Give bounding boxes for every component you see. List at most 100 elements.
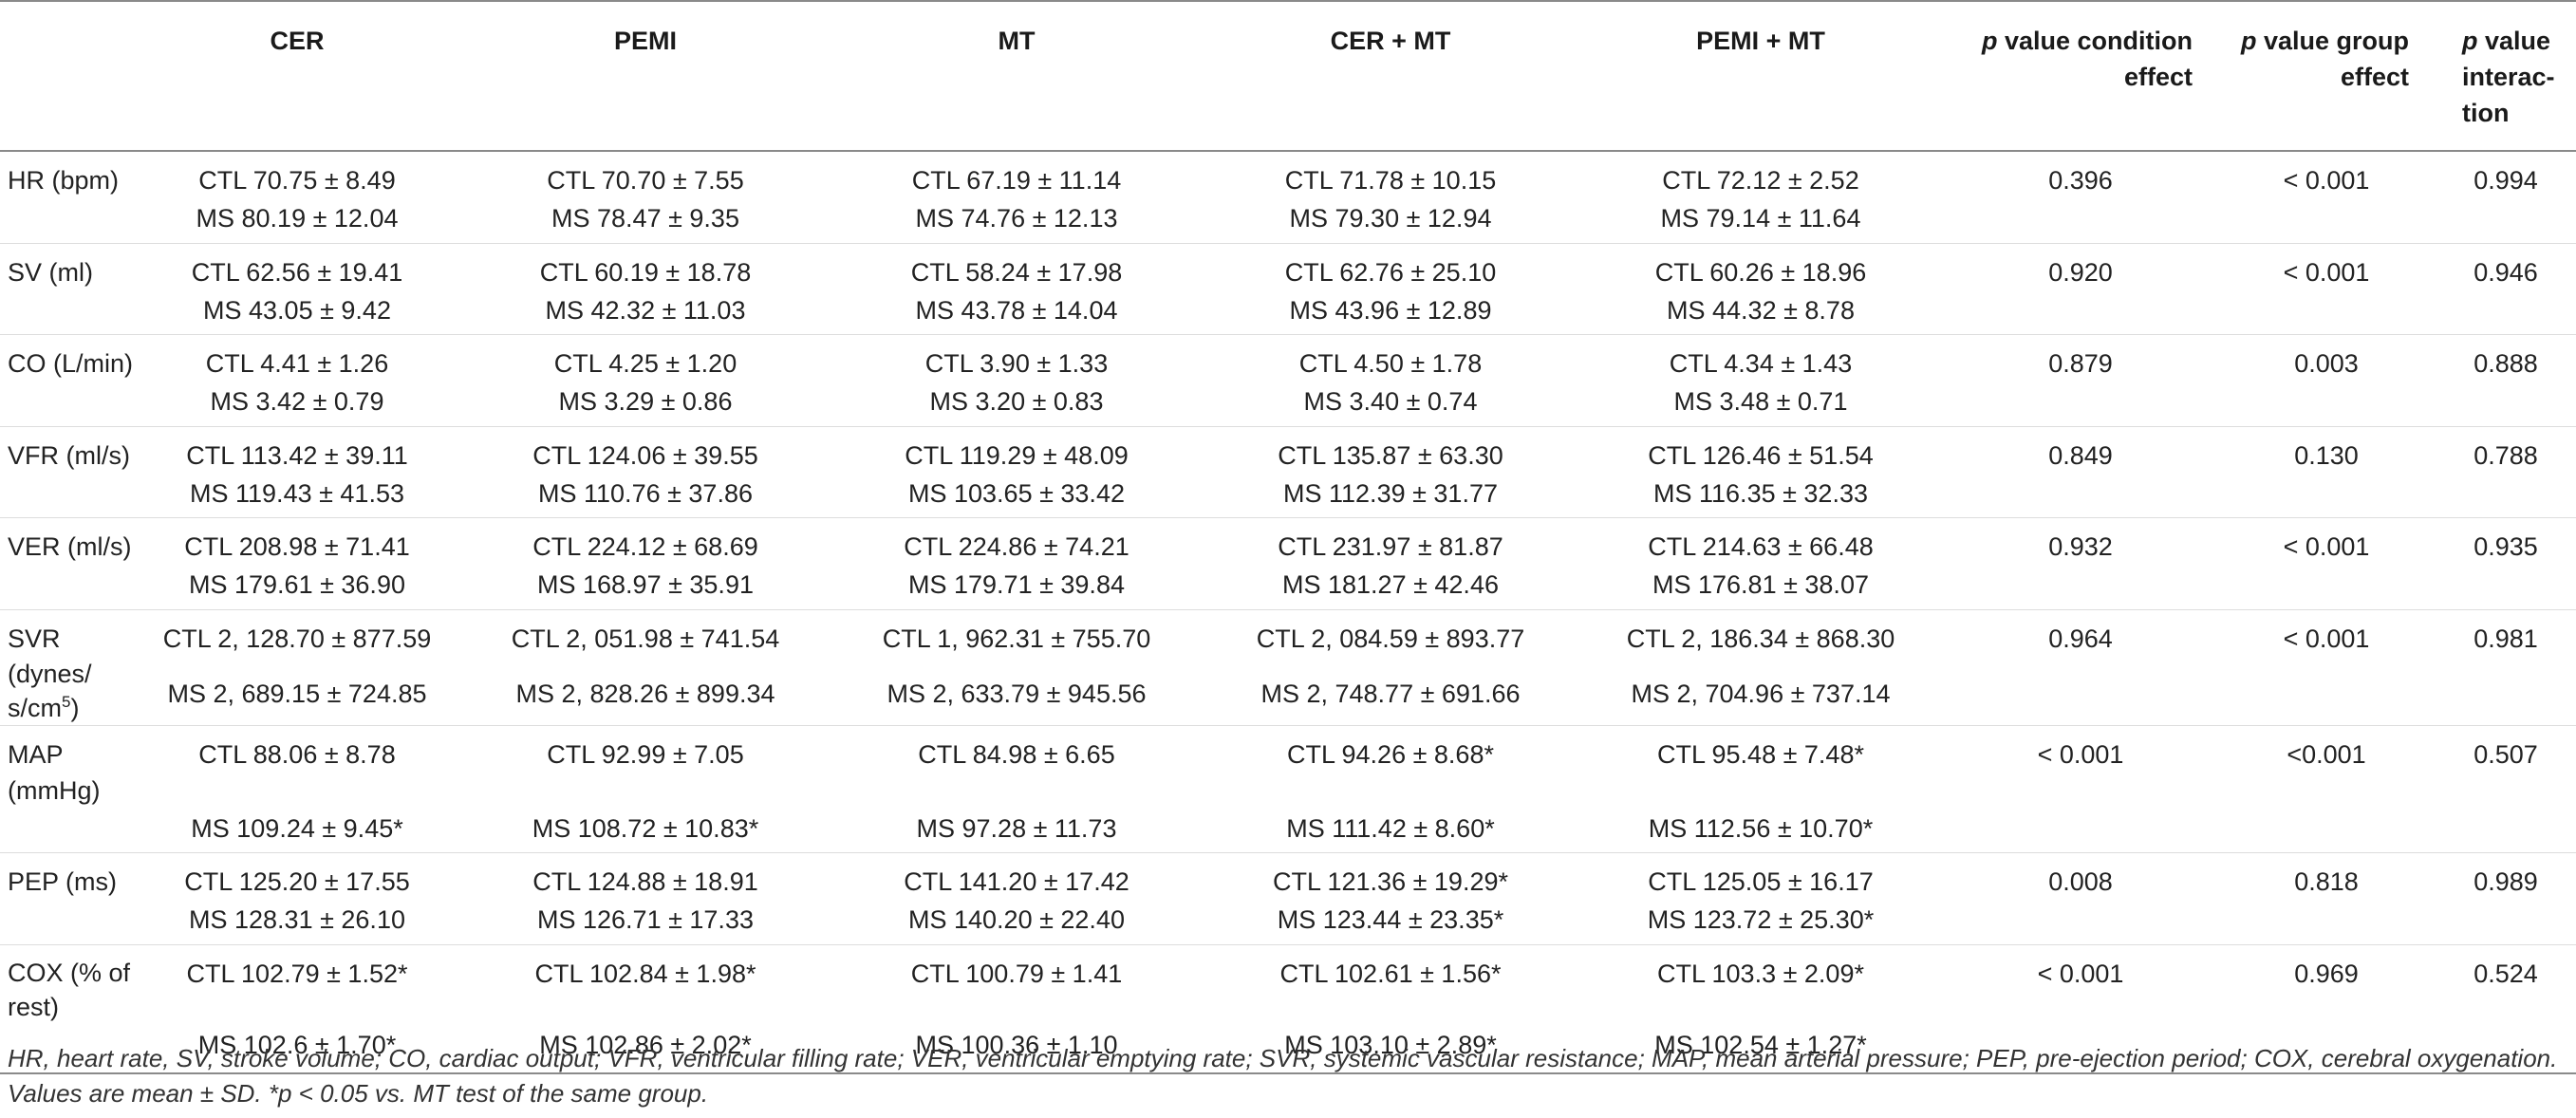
cell-ctl: CTL 2, 128.70 ± 877.59 bbox=[133, 608, 461, 657]
header-p-condition: p value condition effect bbox=[1981, 27, 2193, 91]
cell-ms: MS 108.72 ± 10.83* bbox=[532, 813, 759, 843]
cell-ctl: CTL 67.19 ± 11.14 bbox=[911, 166, 1122, 195]
cell-ms: MS 179.61 ± 36.90 bbox=[189, 570, 405, 599]
cell-ctl: CTL 1, 962.31 ± 755.70 bbox=[830, 608, 1204, 657]
cell-ms: MS 80.19 ± 12.04 bbox=[196, 204, 399, 233]
cell-ctl: CTL 84.98 ± 6.65 bbox=[830, 724, 1204, 809]
row-label: MAP (mmHg) bbox=[0, 724, 133, 809]
row-label: VER (ml/s) bbox=[0, 517, 133, 565]
header-p-group: p value group effect bbox=[2240, 27, 2409, 91]
cell-ctl: CTL 125.20 ± 17.55 bbox=[133, 852, 461, 900]
cell-p-interaction: 0.989 bbox=[2436, 852, 2576, 900]
row-label: VFR (ml/s) bbox=[0, 425, 133, 474]
cell-ctl: CTL 119.29 ± 48.09 bbox=[830, 425, 1204, 474]
cell-ms: MS 116.35 ± 32.33 bbox=[1653, 478, 1868, 508]
table-row: VER (ml/s) CTL 208.98 ± 71.41 CTL 224.12… bbox=[0, 517, 2576, 565]
cell-ms: MS 2, 689.15 ± 724.85 bbox=[167, 679, 427, 708]
header-pemi-mt: PEMI + MT bbox=[1696, 27, 1825, 55]
cell-ms: MS 103.10 ± 2.89* bbox=[1204, 1025, 1577, 1074]
cell-ms: MS 3.20 ± 0.83 bbox=[929, 387, 1104, 416]
row-label-continued: (dynes/s/cm5) bbox=[8, 659, 92, 722]
cell-ms: MS 110.76 ± 37.86 bbox=[538, 478, 753, 508]
cell-p-interaction: 0.981 bbox=[2436, 608, 2576, 657]
cell-ctl: CTL 208.98 ± 71.41 bbox=[133, 517, 461, 565]
cell-ms: MS 74.76 ± 12.13 bbox=[915, 204, 1118, 233]
cell-ctl: CTL 121.36 ± 19.29* bbox=[1204, 852, 1577, 900]
cell-p-group: 0.818 bbox=[2217, 852, 2436, 900]
cell-ctl: CTL 224.86 ± 74.21 bbox=[830, 517, 1204, 565]
cell-ctl: CTL 124.88 ± 18.91 bbox=[461, 852, 830, 900]
cell-ms: MS 3.29 ± 0.86 bbox=[558, 387, 733, 416]
table-row: CO (L/min) CTL 4.41 ± 1.26 CTL 4.25 ± 1.… bbox=[0, 334, 2576, 382]
cell-ctl: CTL 58.24 ± 17.98 bbox=[830, 242, 1204, 290]
table-row: MS 80.19 ± 12.04 MS 78.47 ± 9.35 MS 74.7… bbox=[0, 198, 2576, 243]
header-mt: MT bbox=[998, 27, 1036, 55]
cell-ms: MS 2, 633.79 ± 945.56 bbox=[887, 679, 1147, 708]
cell-ctl: CTL 4.50 ± 1.78 bbox=[1204, 334, 1577, 382]
table-row: (dynes/s/cm5) MS 2, 689.15 ± 724.85 MS 2… bbox=[0, 657, 2576, 726]
cell-ms: MS 181.27 ± 42.46 bbox=[1282, 570, 1499, 599]
cell-ms: MS 3.42 ± 0.79 bbox=[210, 387, 384, 416]
cell-ctl: CTL 88.06 ± 8.78 bbox=[133, 724, 461, 809]
cell-ctl: CTL 224.12 ± 68.69 bbox=[461, 517, 830, 565]
cell-ms: MS 140.20 ± 22.40 bbox=[908, 905, 1125, 934]
cell-ms: MS 100.36 ± 1.10 bbox=[830, 1025, 1204, 1074]
cell-ms: MS 43.78 ± 14.04 bbox=[915, 295, 1118, 325]
cell-ctl: CTL 2, 051.98 ± 741.54 bbox=[461, 608, 830, 657]
cell-ms: MS 126.71 ± 17.33 bbox=[537, 905, 754, 934]
cell-ctl: CTL 141.20 ± 17.42 bbox=[830, 852, 1204, 900]
cell-ctl: CTL 94.26 ± 8.68* bbox=[1204, 724, 1577, 809]
row-label: SVR bbox=[0, 608, 133, 657]
cell-ms: MS 44.32 ± 8.78 bbox=[1667, 295, 1855, 325]
cell-p-group: < 0.001 bbox=[2217, 608, 2436, 657]
table-row: MS 102.6 ± 1.70* MS 102.86 ± 2.02* MS 10… bbox=[0, 1025, 2576, 1074]
cell-p-interaction: 0.507 bbox=[2436, 724, 2576, 809]
table-row: SVR CTL 2, 128.70 ± 877.59 CTL 2, 051.98… bbox=[0, 608, 2576, 657]
cell-ms: MS 179.71 ± 39.84 bbox=[908, 570, 1125, 599]
table-row: MS 179.61 ± 36.90 MS 168.97 ± 35.91 MS 1… bbox=[0, 565, 2576, 609]
cell-ms: MS 112.56 ± 10.70* bbox=[1648, 813, 1874, 843]
cell-p-group: < 0.001 bbox=[2283, 166, 2370, 195]
cell-p-group: 0.130 bbox=[2217, 425, 2436, 474]
row-label: COX (% of rest) bbox=[0, 943, 133, 1025]
cell-p-condition: 0.932 bbox=[1944, 517, 2217, 565]
cell-ctl: CTL 102.84 ± 1.98* bbox=[461, 943, 830, 1025]
cell-p-interaction: 0.788 bbox=[2436, 425, 2576, 474]
cell-ctl: CTL 72.12 ± 2.52 bbox=[1662, 166, 1859, 195]
table-row: HR (bpm) CTL 70.75 ± 8.49 CTL 70.70 ± 7.… bbox=[0, 151, 2576, 198]
cell-ms: MS 111.42 ± 8.60* bbox=[1286, 813, 1495, 843]
cell-ctl: CTL 102.61 ± 1.56* bbox=[1204, 943, 1577, 1025]
cell-p-interaction: 0.524 bbox=[2436, 943, 2576, 1025]
cell-ctl: CTL 214.63 ± 66.48 bbox=[1577, 517, 1944, 565]
cell-ctl: CTL 2, 186.34 ± 868.30 bbox=[1577, 608, 1944, 657]
table-row: COX (% of rest) CTL 102.79 ± 1.52* CTL 10… bbox=[0, 943, 2576, 1025]
cell-ms: MS 102.54 ± 1.27* bbox=[1577, 1025, 1944, 1074]
table-row: MS 119.43 ± 41.53 MS 110.76 ± 37.86 MS 1… bbox=[0, 474, 2576, 518]
cell-ms: MS 3.40 ± 0.74 bbox=[1303, 387, 1478, 416]
cell-ms: MS 2, 828.26 ± 899.34 bbox=[515, 679, 775, 708]
cell-ms: MS 42.32 ± 11.03 bbox=[545, 295, 746, 325]
cell-ctl: CTL 4.34 ± 1.43 bbox=[1577, 334, 1944, 382]
cell-ctl: CTL 102.79 ± 1.52* bbox=[133, 943, 461, 1025]
cell-ctl: CTL 71.78 ± 10.15 bbox=[1284, 166, 1497, 195]
table-row: MS 128.31 ± 26.10 MS 126.71 ± 17.33 MS 1… bbox=[0, 900, 2576, 944]
cell-ms: MS 97.28 ± 11.73 bbox=[916, 813, 1117, 843]
header-empty bbox=[0, 1, 133, 151]
cell-ctl: CTL 70.70 ± 7.55 bbox=[547, 166, 744, 195]
cell-ctl: CTL 62.56 ± 19.41 bbox=[133, 242, 461, 290]
header-row: CER PEMI MT CER + MT PEMI + MT p value c… bbox=[0, 1, 2576, 151]
cell-ms: MS 168.97 ± 35.91 bbox=[537, 570, 754, 599]
cell-ctl: CTL 100.79 ± 1.41 bbox=[830, 943, 1204, 1025]
cell-ctl: CTL 92.99 ± 7.05 bbox=[461, 724, 830, 809]
cell-p-group: < 0.001 bbox=[2217, 242, 2436, 290]
table-row: VFR (ml/s) CTL 113.42 ± 39.11 CTL 124.06… bbox=[0, 425, 2576, 474]
table-row: PEP (ms) CTL 125.20 ± 17.55 CTL 124.88 ±… bbox=[0, 852, 2576, 900]
cell-ms: MS 43.96 ± 12.89 bbox=[1289, 295, 1492, 325]
cell-ms: MS 123.44 ± 23.35* bbox=[1277, 905, 1504, 934]
cell-ctl: CTL 3.90 ± 1.33 bbox=[830, 334, 1204, 382]
cell-p-condition: 0.964 bbox=[1944, 608, 2217, 657]
row-label: HR (bpm) bbox=[8, 166, 120, 195]
cell-ms: MS 123.72 ± 25.30* bbox=[1647, 905, 1875, 934]
cell-p-condition: < 0.001 bbox=[1944, 943, 2217, 1025]
cell-ctl: CTL 62.76 ± 25.10 bbox=[1204, 242, 1577, 290]
